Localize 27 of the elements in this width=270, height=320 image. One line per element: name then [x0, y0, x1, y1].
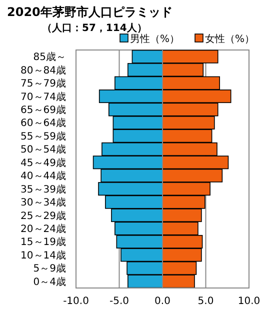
- y-tick-label: 70～74歳: [20, 90, 66, 103]
- x-tick-label: -5.0: [109, 296, 130, 307]
- x-tick-label: 5.0: [198, 296, 214, 307]
- y-tick-label: 5～9歳: [33, 262, 66, 275]
- y-tick-label: 80～84歳: [20, 64, 66, 76]
- y-tick-label: 30～34歳: [20, 196, 66, 209]
- y-tick-label: 75～79歳: [20, 78, 66, 90]
- y-tick-label: 10～14歳: [20, 249, 66, 262]
- y-tick-label: 85歳～: [33, 51, 66, 64]
- chart-title: 2020年茅野市人口ピラミッド: [7, 5, 172, 19]
- x-tick-label: 0.0: [154, 296, 170, 307]
- y-tick-label: 0～4歳: [33, 276, 66, 288]
- y-tick-label: 50～54歳: [20, 144, 66, 156]
- legend-label: 男性（%）: [130, 33, 180, 45]
- y-tick-label: 25～29歳: [20, 210, 66, 222]
- legend-label: 女性（%）: [205, 33, 255, 45]
- y-tick-label: 40～44歳: [20, 170, 66, 182]
- y-tick-label: 60～64歳: [20, 117, 66, 130]
- x-tick-label: -10.0: [63, 296, 89, 307]
- x-tick-label: 10.0: [238, 296, 260, 307]
- y-tick-label: 35～39歳: [20, 183, 66, 196]
- chart-subtitle: （人口：57，114人）: [42, 22, 147, 34]
- y-tick-label: 65～69歳: [20, 104, 66, 116]
- y-tick-label: 45～49歳: [20, 156, 66, 169]
- y-tick-label: 15～19歳: [20, 236, 66, 248]
- y-tick-label: 20～24歳: [20, 223, 66, 235]
- y-tick-label: 55～59歳: [20, 130, 66, 142]
